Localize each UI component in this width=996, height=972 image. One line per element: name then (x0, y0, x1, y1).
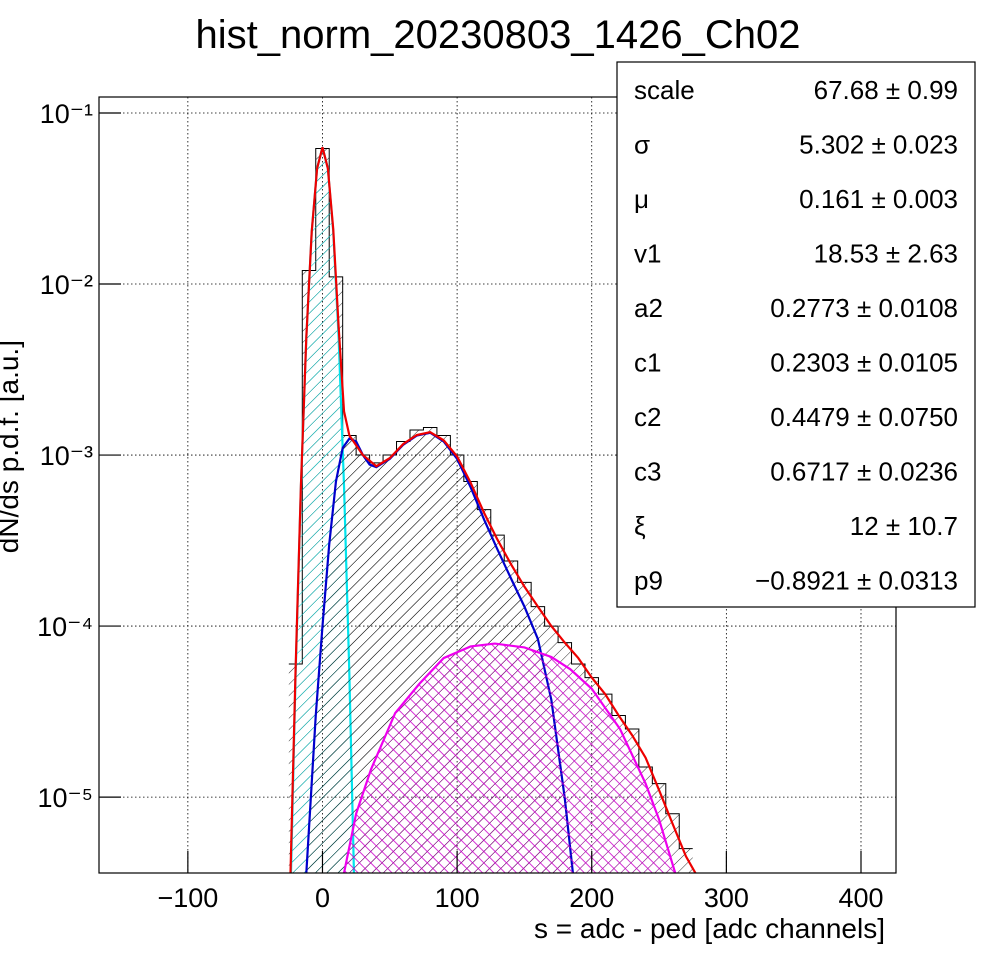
stat-value: 67.68 ± 0.99 (814, 75, 958, 105)
stat-name: v1 (634, 238, 661, 268)
x-tick-label: 400 (838, 883, 883, 913)
y-tick-label: 10⁻¹ (40, 99, 93, 129)
y-tick-label: 10⁻⁴ (37, 612, 93, 642)
plot-area (99, 97, 896, 873)
stat-value: −0.8921 ± 0.0313 (755, 565, 958, 595)
chart-title: hist_norm_20230803_1426_Ch02 (196, 13, 801, 57)
fit-curve (342, 642, 677, 873)
stat-value: 0.6717 ± 0.0236 (770, 456, 958, 486)
stat-name: a2 (634, 293, 663, 323)
x-tick-label: 200 (569, 883, 614, 913)
x-tick-label: 100 (435, 883, 480, 913)
stat-value: 18.53 ± 2.63 (814, 238, 958, 268)
fit-curve (289, 147, 697, 873)
stat-value: 5.302 ± 0.023 (799, 129, 958, 159)
x-axis-label: s = adc - ped [adc channels] (534, 913, 885, 944)
y-tick-label: 10⁻⁵ (38, 783, 93, 813)
x-tick-label: 0 (315, 883, 330, 913)
stat-name: σ (634, 129, 650, 159)
stat-name: c2 (634, 402, 661, 432)
stat-value: 0.2773 ± 0.0108 (770, 293, 958, 323)
stat-name: ξ (634, 511, 646, 541)
stat-value: 0.2303 ± 0.0105 (770, 347, 958, 377)
y-tick-label: 10⁻³ (40, 441, 93, 471)
stat-name: μ (634, 184, 649, 214)
stats-box: scale 67.68 ± 0.99 σ 5.302 ± 0.023 μ 0.161 ± … (616, 61, 976, 608)
stats-frame (616, 61, 976, 608)
stat-name: p9 (634, 565, 663, 595)
stat-name: c3 (634, 456, 661, 486)
stat-name: c1 (634, 347, 661, 377)
stat-value: 0.4479 ± 0.0750 (770, 402, 958, 432)
y-tick-label: 10⁻² (40, 270, 93, 300)
x-tick-label: −100 (157, 883, 218, 913)
y-axis-label: dN/ds p.d.f. [a.u.] (0, 340, 24, 553)
area-fill (344, 643, 676, 873)
stat-name: scale (634, 75, 695, 105)
stat-value: 0.161 ± 0.003 (799, 184, 958, 214)
x-tick-label: 300 (704, 883, 749, 913)
stat-value: 12 ± 10.7 (850, 511, 958, 541)
